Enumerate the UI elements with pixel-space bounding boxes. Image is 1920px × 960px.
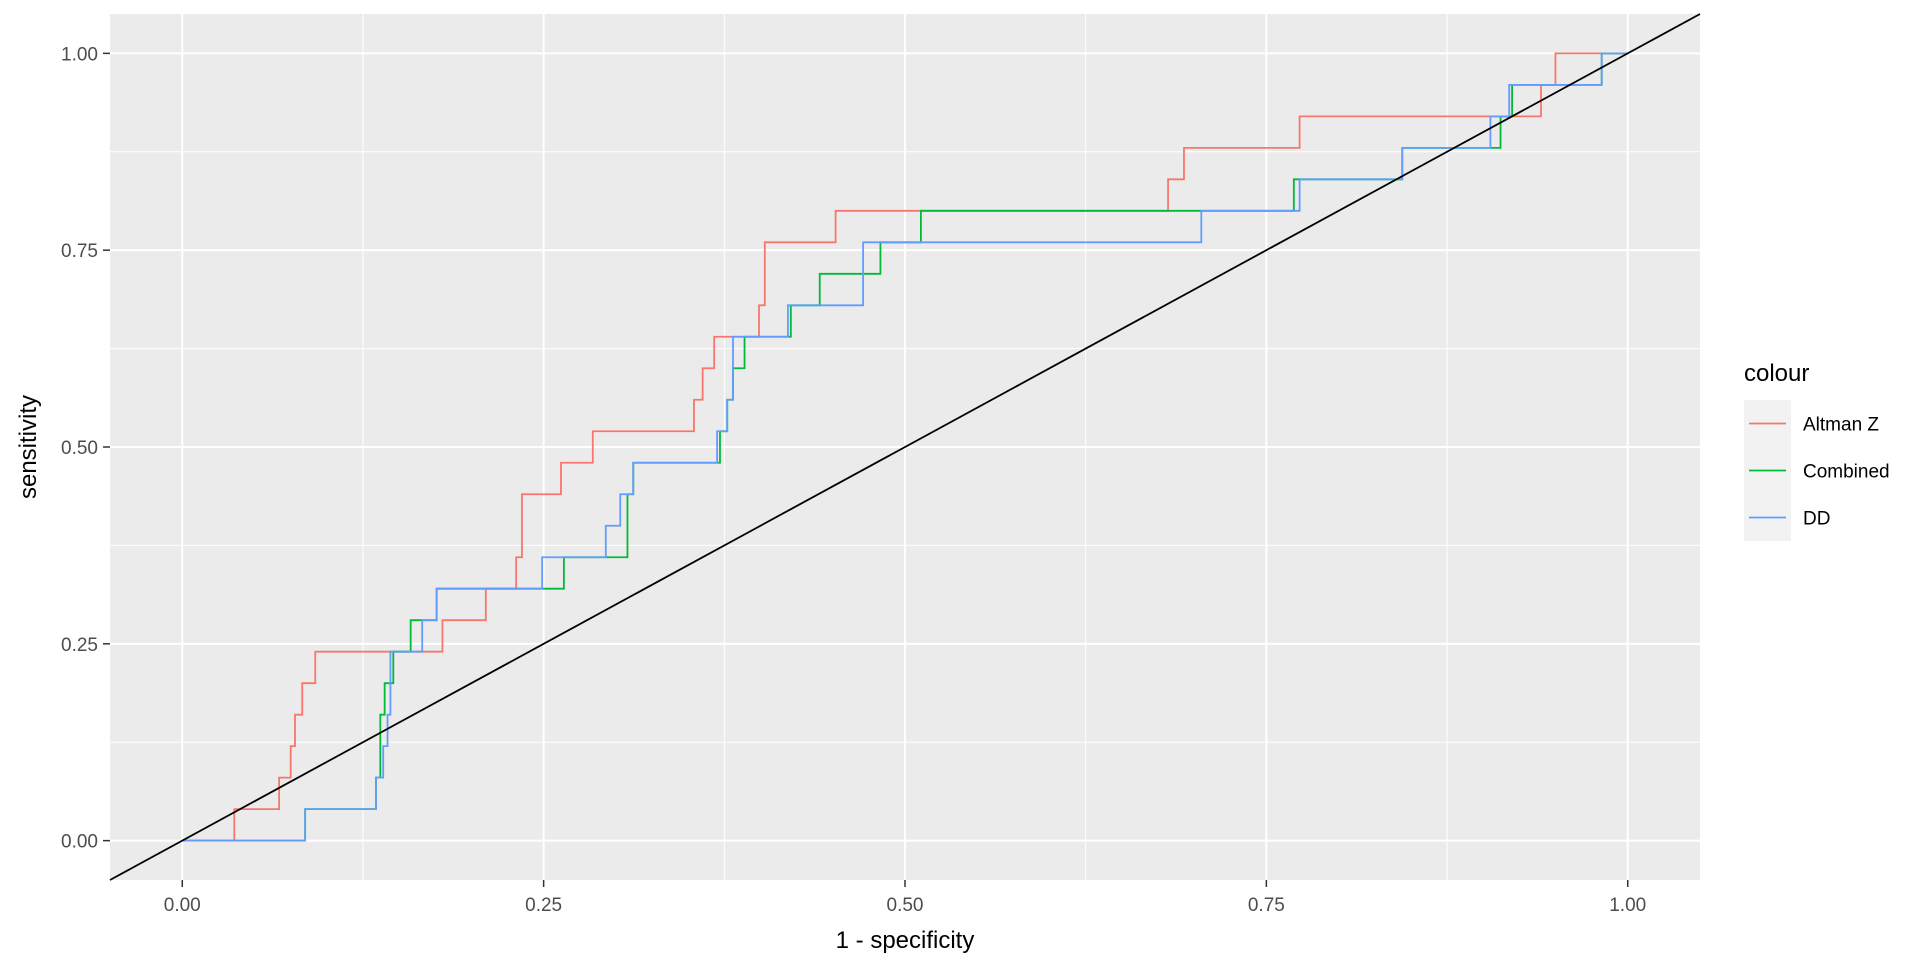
y-axis-title: sensitivity: [15, 395, 42, 499]
reference-line-group: [109, 13, 1701, 881]
legend: colour Altman Z Combined DD: [1744, 360, 1890, 541]
legend-label-dd: DD: [1803, 509, 1830, 530]
legend-label-altman-z: Altman Z: [1803, 415, 1879, 436]
series-line-altman-z: [182, 52, 1628, 842]
y-tick-label: 1.00: [61, 44, 98, 65]
x-tick-label: 0.50: [887, 895, 924, 916]
axis-ticks: 0.00 0.25 0.50 0.75 1.00 0.00 0.25 0.50 0.75 1.00: [61, 44, 1646, 916]
x-tick-label: 1.00: [1609, 895, 1646, 916]
x-axis-title: 1 - specificity: [836, 927, 975, 954]
y-tick-label: 0.00: [61, 832, 98, 853]
legend-title: colour: [1744, 360, 1809, 387]
x-tick-label: 0.00: [164, 895, 201, 916]
y-tick-label: 0.25: [61, 635, 98, 656]
legend-label-combined: Combined: [1803, 462, 1890, 483]
y-tick-label: 0.50: [61, 438, 98, 459]
x-tick-label: 0.25: [525, 895, 562, 916]
y-tick-label: 0.75: [61, 241, 98, 262]
x-tick-label: 0.75: [1248, 895, 1285, 916]
series-line-dd: [182, 52, 1628, 842]
series-lines: [182, 52, 1628, 842]
reference-diagonal-line: [109, 13, 1701, 881]
